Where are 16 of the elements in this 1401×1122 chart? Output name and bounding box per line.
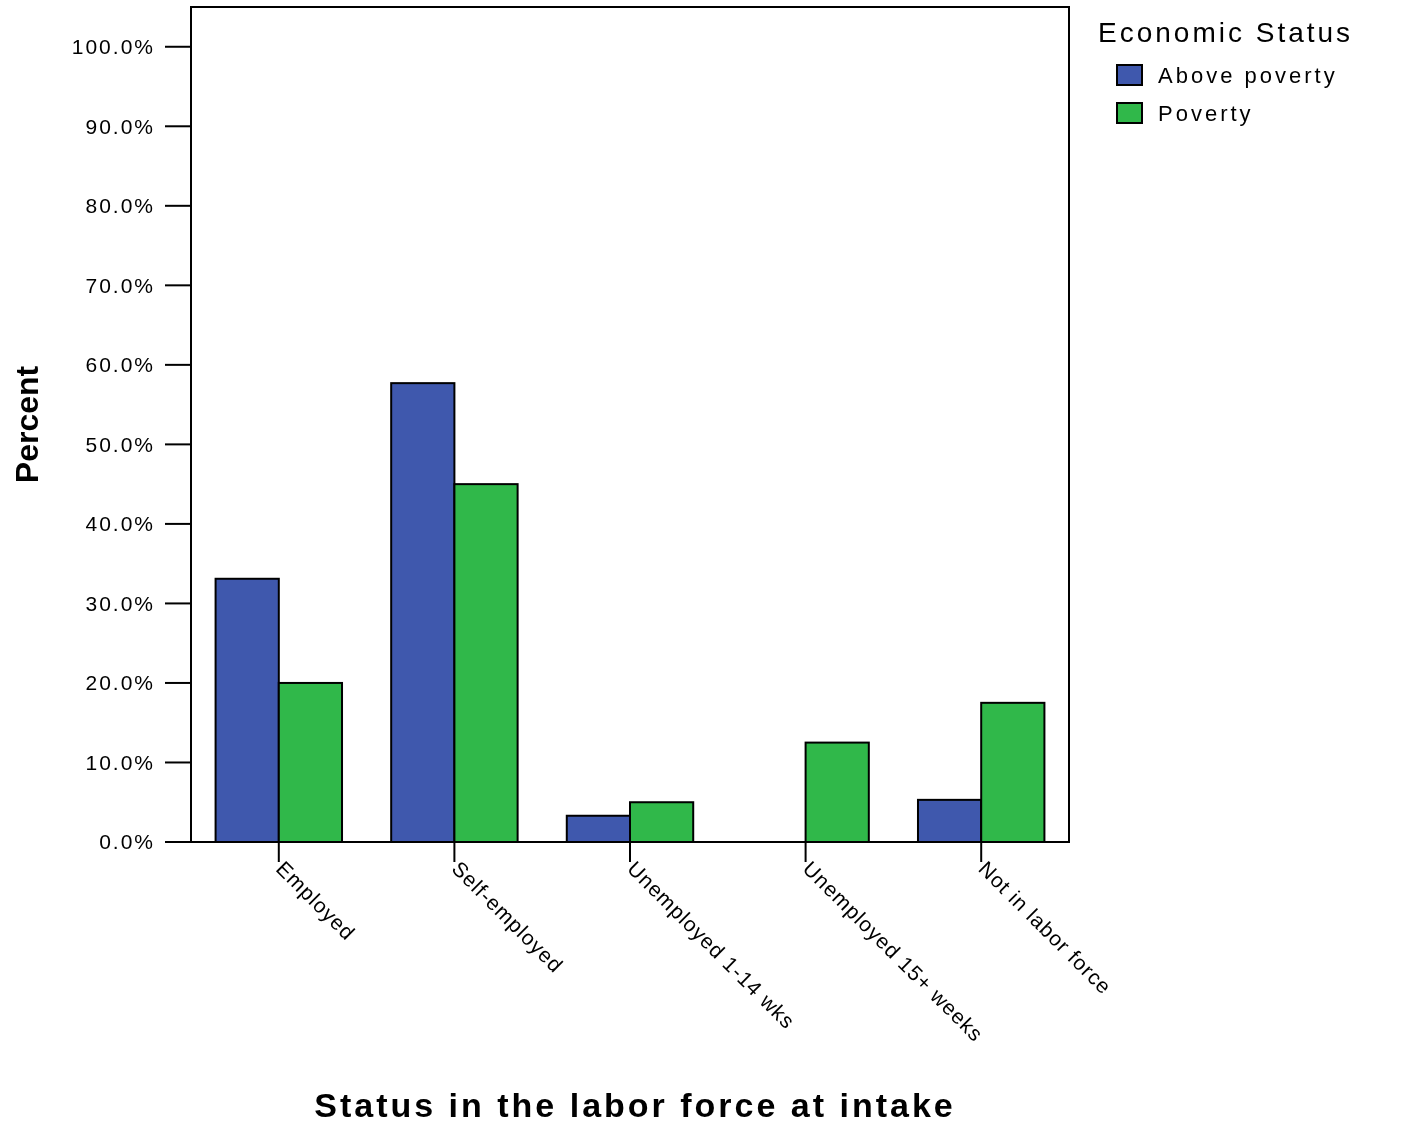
y-tick-label: 80.0% [85, 194, 155, 218]
y-tick-label: 70.0% [85, 273, 155, 297]
y-tick-label: 90.0% [85, 114, 155, 138]
y-tick-label: 30.0% [85, 591, 155, 615]
legend-title: Economic Status [1098, 17, 1354, 48]
y-tick-label: 50.0% [85, 432, 155, 456]
y-tick-label: 0.0% [99, 830, 155, 854]
x-axis-title: Status in the labor force at intake [314, 1086, 956, 1122]
y-tick-label: 20.0% [85, 671, 155, 695]
legend-label: Poverty [1158, 100, 1254, 126]
y-tick-label: 40.0% [85, 512, 155, 536]
y-tick-label: 100.0% [71, 35, 155, 59]
legend-label: Above poverty [1158, 62, 1338, 88]
y-axis-title: Percent [9, 365, 45, 484]
y-tick-label: 10.0% [85, 750, 155, 774]
y-tick-label: 60.0% [85, 353, 155, 377]
